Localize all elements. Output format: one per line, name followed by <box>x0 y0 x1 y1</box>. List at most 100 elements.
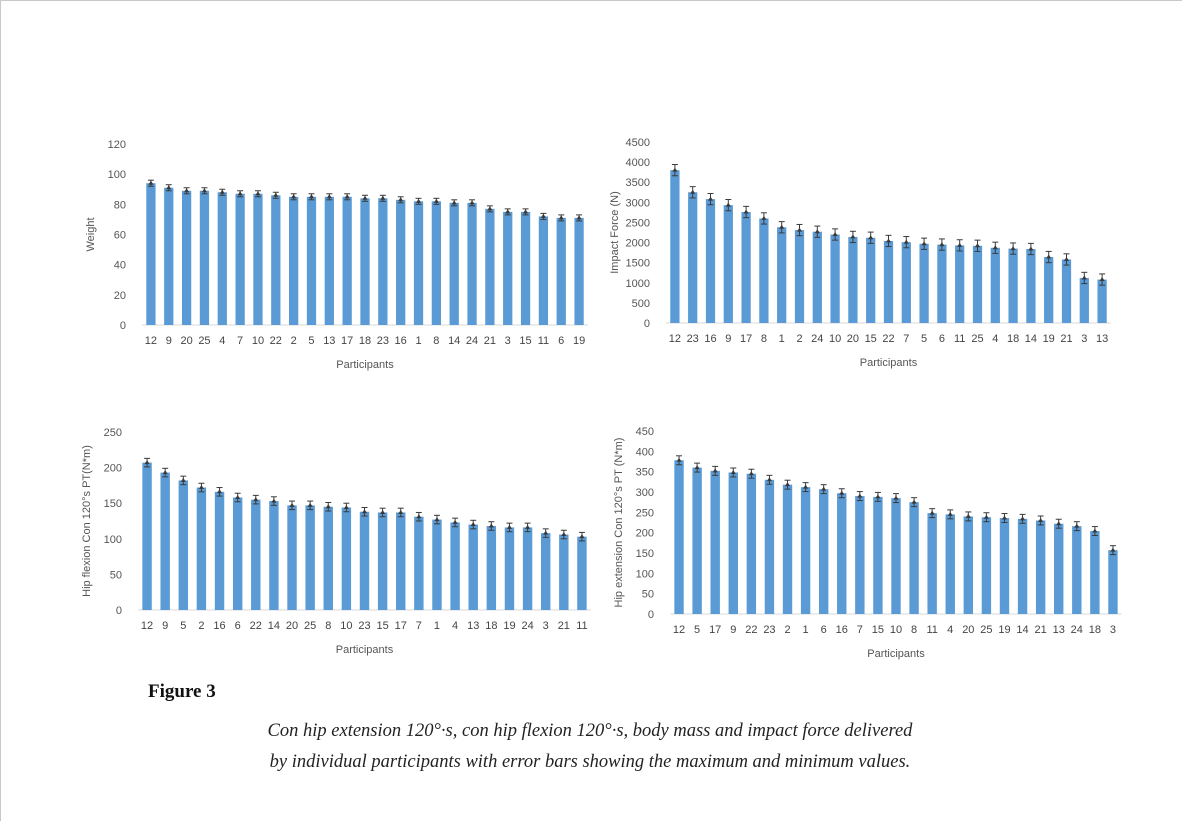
chart1-xtick-label: 11 <box>954 333 965 345</box>
chart3-mean-marker <box>857 493 863 498</box>
chart2-mean-marker <box>325 504 331 509</box>
chart2-mean-marker <box>289 502 295 507</box>
chart3-bar <box>909 502 919 614</box>
chart0-ytick-label: 20 <box>114 290 126 302</box>
chart1-mean-marker <box>814 229 820 234</box>
chart3-bar <box>1108 550 1118 614</box>
chart3-xtick-label: 11 <box>926 624 937 636</box>
chart0-bar <box>378 198 388 325</box>
chart2-bar <box>178 480 189 610</box>
chart1-bar <box>901 242 911 323</box>
chart2-mean-marker <box>470 522 476 527</box>
chart2-xtick-label: 17 <box>395 620 407 632</box>
chart0-bar <box>520 211 531 325</box>
chart1-mean-marker <box>1099 277 1105 282</box>
chart0-mean-marker <box>558 215 564 220</box>
chart3-mean-marker <box>766 477 773 482</box>
chart3-xtick-label: 3 <box>1110 624 1116 636</box>
chart0-xtick-label: 4 <box>219 335 225 347</box>
chart1-mean-marker <box>1063 256 1070 261</box>
chart0-mean-marker <box>326 194 332 199</box>
chart0-ytick-label: 120 <box>108 139 126 151</box>
chart1-bar <box>812 231 822 323</box>
chart0-bar <box>503 211 513 325</box>
chart3-xtick-label: 13 <box>1053 624 1065 636</box>
chart1-mean-marker <box>921 241 927 246</box>
chart0-xtick-label: 19 <box>573 335 585 347</box>
chart3-xtick-label: 17 <box>709 624 721 636</box>
chart1-bar <box>1061 259 1072 323</box>
chart3-mean-marker <box>929 510 935 515</box>
chart0-mean-marker <box>540 213 546 218</box>
chart2-ytick-label: 50 <box>110 569 122 581</box>
chart2-bar <box>414 516 424 610</box>
chart2-mean-marker <box>307 502 313 507</box>
chart3-xtick-label: 4 <box>947 624 953 636</box>
chart3-bar <box>1072 526 1082 614</box>
chart2-bar <box>540 533 551 610</box>
chart2-bar <box>396 512 406 610</box>
chart3-bar <box>1017 518 1028 614</box>
chart2-mean-marker <box>235 495 241 500</box>
chart3-ytick-label: 50 <box>642 589 654 601</box>
chart0-bar <box>289 196 299 325</box>
chart1-mean-marker <box>743 209 749 214</box>
chart2-mean-marker <box>398 509 404 514</box>
chart1-xtick-label: 4 <box>992 333 998 345</box>
chart1-bar <box>741 211 751 323</box>
chart0-xtick-label: 1 <box>415 335 421 347</box>
chart1-xtick-label: 9 <box>725 333 731 345</box>
chart3-mean-marker <box>1092 528 1098 533</box>
chart3-bar <box>1090 531 1100 614</box>
chart3-mean-marker <box>1001 515 1008 520</box>
chart1-ytick-label: 500 <box>632 298 650 310</box>
chart1-bar <box>830 234 840 323</box>
chart0-bar <box>306 196 317 325</box>
chart3-mean-marker <box>694 465 700 470</box>
chart3-xtick-label: 10 <box>890 624 902 636</box>
chart2-xtick-label: 8 <box>325 620 331 632</box>
chart1-xtick-label: 6 <box>939 333 945 345</box>
chart0-mean-marker <box>166 185 172 190</box>
chart3-bar <box>855 496 865 614</box>
chart0-ytick-label: 60 <box>114 230 126 242</box>
chart1-ytick-label: 4500 <box>626 137 650 149</box>
chart0-mean-marker <box>505 209 511 214</box>
chart1-xtick-label: 8 <box>761 333 767 345</box>
chart3-y-axis-title: Hip extension Con 120°s PT (N*m) <box>613 438 625 608</box>
chart1-bar <box>723 205 733 323</box>
chart1-mean-marker <box>1010 246 1016 251</box>
chart3-xtick-label: 2 <box>784 624 790 636</box>
chart1-ytick-label: 1500 <box>626 258 650 270</box>
chart3-mean-marker <box>1110 547 1116 552</box>
chart1-bar <box>670 170 680 323</box>
chart3-ytick-label: 0 <box>648 609 654 621</box>
chart3-bar <box>999 518 1010 614</box>
chart1-y-axis-title: Impact Force (N) <box>609 191 621 274</box>
chart1-ytick-label: 2500 <box>626 217 650 229</box>
chart1-mean-marker <box>868 235 874 240</box>
chart2-bar <box>214 491 225 610</box>
chart2-bar <box>160 472 170 610</box>
chart2-xtick-label: 1 <box>434 620 440 632</box>
chart3-xtick-label: 21 <box>1035 624 1047 636</box>
chart0-xtick-label: 10 <box>252 335 264 347</box>
chart0-xtick-label: 12 <box>145 335 157 347</box>
chart2-xtick-label: 18 <box>485 620 497 632</box>
chart2-bar <box>305 505 315 610</box>
chart0-mean-marker <box>219 189 225 194</box>
chart1-xtick-label: 12 <box>669 333 681 345</box>
chart3-xtick-label: 1 <box>803 624 809 636</box>
chart0-xtick-label: 24 <box>466 335 478 347</box>
chart1-mean-marker <box>1081 275 1087 280</box>
chart3-xtick-label: 20 <box>962 624 974 636</box>
chart0-mean-marker <box>344 194 350 199</box>
chart2-bar <box>142 462 152 610</box>
chart1-xtick-label: 13 <box>1096 333 1108 345</box>
chart3-bar <box>782 484 793 614</box>
chart3-bar <box>927 513 937 614</box>
chart1-xtick-label: 17 <box>740 333 752 345</box>
chart0-xtick-label: 13 <box>323 335 335 347</box>
chart2-xtick-label: 12 <box>141 620 153 632</box>
